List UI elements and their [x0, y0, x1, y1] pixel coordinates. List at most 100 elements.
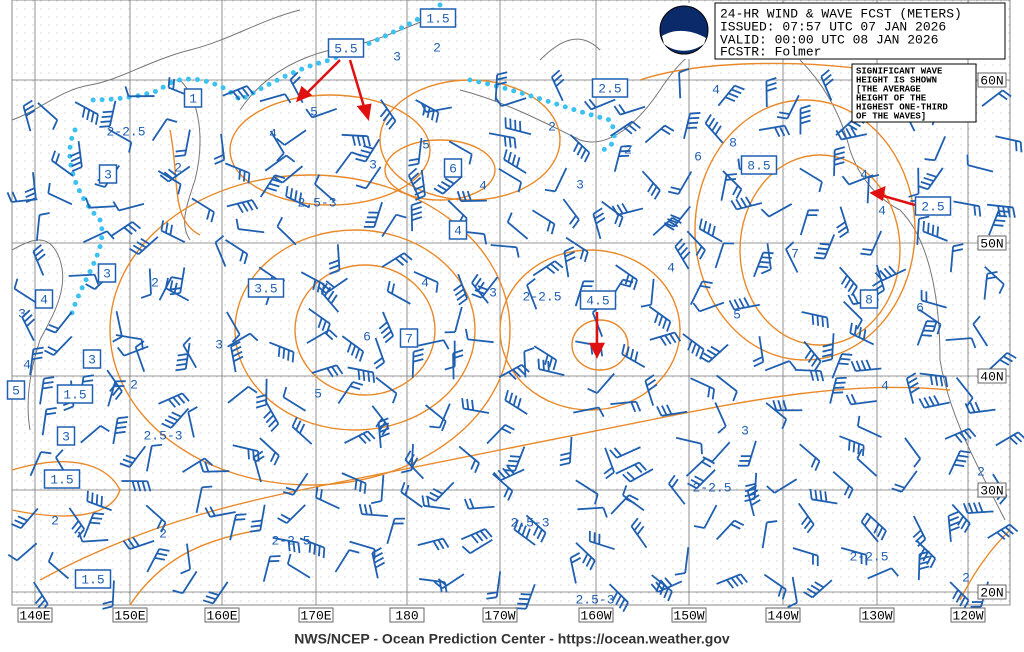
wind-barb: [29, 346, 44, 376]
lat-label: 40N: [980, 369, 1003, 384]
wind-barb: [587, 372, 615, 394]
contour-label: 4: [860, 167, 868, 182]
wind-barb: [685, 457, 715, 477]
contour-label: 2.5-3: [510, 515, 549, 530]
contour-label: 2: [624, 142, 632, 157]
contour-label: 6: [694, 149, 702, 164]
wind-barb: [603, 447, 615, 480]
wind-barb: [833, 146, 845, 176]
note-line: [THE AVERAGE: [856, 84, 921, 94]
wind-barb: [610, 120, 641, 137]
lon-label: 160E: [206, 608, 237, 623]
wind-barb: [803, 340, 822, 371]
wind-barb: [794, 368, 825, 382]
contour-label: 2: [151, 275, 159, 290]
wind-barb: [611, 202, 644, 216]
wind-barb: [286, 553, 311, 579]
wind-barb: [573, 406, 605, 418]
wind-barb: [140, 268, 152, 299]
wind-barb: [315, 487, 340, 510]
height-value: 8.5: [747, 158, 770, 173]
wind-barb: [83, 512, 105, 538]
wind-barb: [151, 118, 178, 142]
wind-barb: [621, 343, 646, 368]
wind-barb: [715, 374, 738, 402]
wind-barb: [675, 436, 703, 455]
wind-barb: [610, 400, 642, 413]
wind-barb: [565, 236, 589, 263]
wind-barb: [850, 359, 882, 372]
wind-barb: [904, 437, 921, 468]
contour-label: 5: [733, 307, 741, 322]
wind-barb: [908, 167, 920, 198]
wind-barb: [347, 366, 376, 383]
pointer-arrows: [295, 59, 916, 359]
wind-barb: [987, 352, 1017, 372]
wind-barb: [575, 479, 599, 505]
wind-barb: [761, 520, 778, 549]
contour-label: 2: [51, 513, 59, 528]
height-value: 7: [405, 331, 413, 346]
wind-barb: [574, 280, 594, 307]
contour-label: 6: [363, 329, 371, 344]
wind-barb: [668, 474, 686, 505]
wind-barb: [452, 349, 464, 380]
contour-label: 4: [881, 378, 889, 393]
wind-barb: [918, 395, 950, 409]
wind-barb: [983, 270, 998, 300]
wind-barb: [797, 502, 815, 534]
contour-label: 8: [729, 135, 737, 150]
wind-barb: [341, 472, 367, 494]
wind-barb: [650, 577, 683, 593]
height-value: 4: [40, 292, 48, 307]
wind-barb: [262, 555, 281, 582]
wind-barb: [682, 333, 705, 360]
wind-barb: [663, 205, 691, 228]
wind-barb: [112, 201, 145, 212]
wind-barb: [410, 201, 423, 232]
wind-barb: [199, 461, 230, 473]
wind-barb: [785, 241, 799, 273]
wind-barb: [337, 381, 364, 405]
wind-barb: [919, 372, 949, 388]
wind-barb: [792, 547, 819, 567]
wind-barb: [7, 542, 38, 562]
wind-barb: [124, 86, 155, 98]
wind-barb: [674, 238, 691, 270]
wind-barb: [912, 515, 927, 547]
wind-barb: [355, 138, 380, 163]
wind-barb: [981, 89, 1012, 107]
wind-barb: [944, 427, 977, 444]
wind-barb: [544, 167, 568, 193]
wind-barb: [461, 398, 490, 414]
contour-label: 4: [878, 203, 886, 218]
contour-label: 2-2.5: [692, 480, 731, 495]
wind-barb: [22, 99, 36, 132]
wind-barb: [213, 133, 226, 165]
wind-barb: [119, 445, 147, 468]
wind-barb: [821, 333, 835, 363]
wind-barb: [50, 150, 74, 177]
wind-barb: [698, 218, 723, 243]
lat-label: 20N: [980, 585, 1003, 600]
contour-label: 2: [174, 160, 182, 175]
lon-label-box: [298, 607, 334, 623]
wind-barb: [375, 376, 398, 404]
wind-barb: [371, 475, 385, 505]
wind-barb: [68, 273, 100, 285]
contour-label: 2-2.5: [849, 549, 888, 564]
lon-label-box: [765, 607, 801, 623]
height-value: 6: [449, 161, 457, 176]
wind-barb: [230, 341, 244, 373]
lon-label-box: [578, 607, 614, 623]
wind-barb: [344, 430, 376, 444]
wind-barb: [492, 473, 514, 501]
wind-barb: [644, 124, 675, 144]
wind-barb: [955, 376, 974, 407]
lat-label-box: [977, 235, 1007, 251]
wind-barb: [102, 580, 115, 610]
wind-barb: [577, 506, 608, 518]
wind-barb: [433, 175, 463, 195]
contour-label: 2: [159, 526, 167, 541]
wind-barb: [232, 444, 260, 462]
